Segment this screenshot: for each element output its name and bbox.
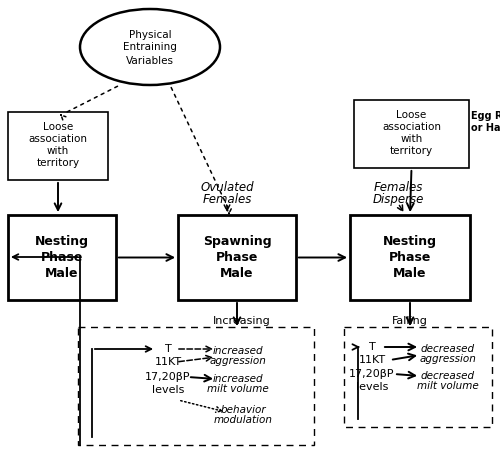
- Text: 11KT: 11KT: [154, 357, 182, 367]
- Text: Nesting: Nesting: [35, 235, 89, 248]
- Text: levels: levels: [356, 382, 388, 392]
- Text: territory: territory: [36, 158, 80, 168]
- FancyBboxPatch shape: [354, 100, 469, 168]
- Text: with: with: [400, 134, 422, 144]
- Text: Increasing: Increasing: [213, 316, 271, 326]
- Text: milt volume: milt volume: [207, 384, 269, 394]
- Text: decreased: decreased: [421, 344, 475, 354]
- Text: behavior: behavior: [220, 405, 266, 415]
- Text: Spawning: Spawning: [202, 235, 272, 248]
- Text: T: T: [164, 344, 172, 354]
- Text: Physical: Physical: [128, 30, 172, 40]
- Text: 17,20βP: 17,20βP: [349, 369, 395, 379]
- Text: Loose: Loose: [396, 110, 426, 120]
- Text: Nesting: Nesting: [383, 235, 437, 248]
- Text: Ovulated: Ovulated: [200, 180, 254, 193]
- Text: Disperse: Disperse: [372, 193, 424, 206]
- Text: Male: Male: [393, 267, 427, 280]
- Text: T: T: [368, 342, 376, 352]
- Text: modulation: modulation: [214, 415, 272, 425]
- Text: milt volume: milt volume: [417, 381, 479, 391]
- Text: Phase: Phase: [41, 251, 83, 264]
- Text: levels: levels: [152, 385, 184, 395]
- FancyBboxPatch shape: [178, 215, 296, 300]
- Text: Phase: Phase: [389, 251, 431, 264]
- FancyBboxPatch shape: [350, 215, 470, 300]
- Text: increased: increased: [212, 346, 264, 356]
- Text: aggression: aggression: [210, 356, 266, 366]
- Text: territory: territory: [390, 146, 433, 156]
- Text: with: with: [47, 146, 69, 156]
- Text: Entraining: Entraining: [123, 42, 177, 52]
- Text: Variables: Variables: [126, 56, 174, 66]
- Text: 17,20βP: 17,20βP: [145, 372, 191, 382]
- Text: decreased: decreased: [421, 371, 475, 381]
- Text: Females: Females: [202, 193, 252, 206]
- Text: Females: Females: [374, 180, 422, 193]
- Text: Egg Removal
or Hatching: Egg Removal or Hatching: [471, 111, 500, 133]
- FancyBboxPatch shape: [8, 215, 116, 300]
- Text: association: association: [28, 134, 88, 144]
- Text: Male: Male: [45, 267, 79, 280]
- Text: Phase: Phase: [216, 251, 258, 264]
- Ellipse shape: [80, 9, 220, 85]
- Text: increased: increased: [212, 374, 264, 384]
- Text: association: association: [382, 122, 441, 132]
- Text: aggression: aggression: [420, 354, 476, 364]
- Text: Falling: Falling: [392, 316, 428, 326]
- Text: 11KT: 11KT: [358, 355, 386, 365]
- FancyBboxPatch shape: [8, 112, 108, 180]
- Text: Male: Male: [220, 267, 254, 280]
- Text: Loose: Loose: [43, 122, 73, 132]
